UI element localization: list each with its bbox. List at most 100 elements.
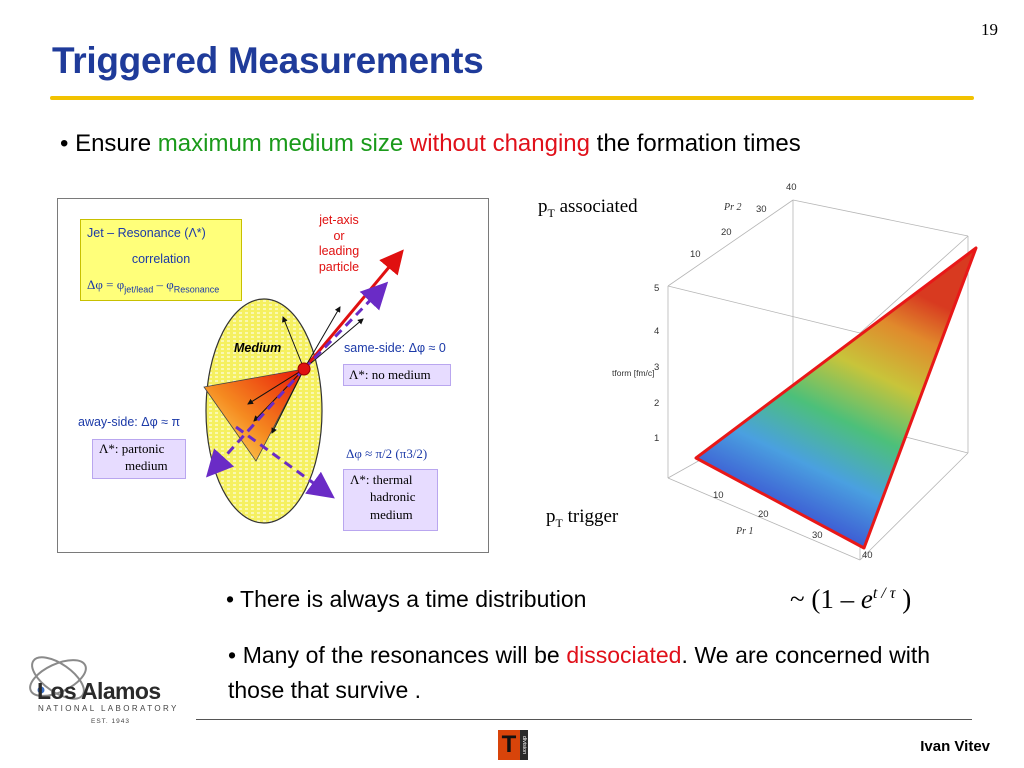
thermal-dashed-arrow xyxy=(235,425,335,499)
bottom-axis-ticks: 10 20 30 40 Pr 1 xyxy=(713,490,873,561)
label-part: trigger xyxy=(562,506,619,527)
lanl-logo xyxy=(29,656,87,700)
t-letter: T xyxy=(501,731,517,758)
time-distribution-formula: ~ (1 – et / τ ) xyxy=(790,584,911,615)
bullet-text: Many of the resonances will be xyxy=(242,642,560,668)
correlation-box: Jet – Resonance (Λ*) correlation Δφ = φj… xyxy=(80,219,242,301)
particle-track xyxy=(271,368,305,434)
same-side-dashed-arrow xyxy=(302,281,389,371)
jet-resonance-diagram: Jet – Resonance (Λ*) correlation Δφ = φj… xyxy=(57,198,489,553)
jet-axis-line: or xyxy=(333,228,345,243)
formula-part: ) xyxy=(895,584,912,614)
formula-exponent: t / τ xyxy=(872,585,896,602)
label-part: p xyxy=(546,506,556,527)
particle-track xyxy=(247,368,305,405)
jet-axis-line: leading xyxy=(318,244,360,259)
author-name: Ivan Vitev xyxy=(920,738,990,755)
tick-label: 10 xyxy=(713,490,724,501)
partonic-box: Λ*: partonic medium xyxy=(92,439,186,479)
jet-axis-line: jet-axis xyxy=(319,213,359,227)
same-side-label: same-side: Δφ ≈ 0 xyxy=(344,341,446,355)
pt1-axis-label: Pr 1 xyxy=(735,526,754,537)
diagram-graphics xyxy=(203,249,404,524)
collision-point xyxy=(297,362,311,376)
away-side-cone xyxy=(203,368,305,462)
away-side-dashed-arrow xyxy=(205,367,306,478)
thermal-line: medium xyxy=(370,506,413,522)
tick-label: 30 xyxy=(756,204,767,215)
label-part: p xyxy=(538,196,548,217)
thermal-box: Λ*: thermal hadronic medium xyxy=(343,469,438,531)
correlation-title: Jet – Resonance (Λ*) xyxy=(87,226,206,240)
thermal-angle-label: Δφ ≈ π/2 (π3/2) xyxy=(346,446,428,461)
away-side-label: away-side: Δφ ≈ π xyxy=(78,415,181,429)
formation-time-surface: 10 20 30 40 Pr 2 1 2 3 4 5 tform [fm/c] … xyxy=(612,182,978,561)
bullet-text: Ensure xyxy=(75,130,152,157)
t-division-logo: T division xyxy=(498,730,528,760)
partonic-line: Λ*: partonic xyxy=(99,441,165,456)
medium-label: Medium xyxy=(234,341,282,355)
bullet-dissociated: • Many of the resonances will be dissoci… xyxy=(228,638,930,708)
formula-part: – φ xyxy=(153,277,174,292)
no-medium-box: Λ*: no medium xyxy=(343,364,451,386)
surface-fill xyxy=(694,246,978,550)
highlight-red-text: dissociated xyxy=(566,642,682,668)
bullet-time-distribution: • There is always a time distribution xyxy=(226,586,586,613)
tick-label: 20 xyxy=(721,227,732,238)
formation-time-plot: 10 20 30 40 Pr 2 1 2 3 4 5 tform [fm/c] … xyxy=(598,168,998,573)
page-number: 19 xyxy=(981,20,998,39)
slide-title: Triggered Measurements xyxy=(52,40,484,81)
tick-label: 40 xyxy=(786,182,797,193)
bullet-text: the formation times xyxy=(596,130,801,157)
formula-part: ~ (1 – xyxy=(790,584,861,614)
top-axis-ticks: 10 20 30 40 Pr 2 xyxy=(690,182,797,260)
tick-label: 1 xyxy=(654,433,659,444)
label-subscript: T xyxy=(547,205,555,220)
logo-established: EST. 1943 xyxy=(91,718,130,725)
tick-label: 4 xyxy=(654,326,659,337)
jet-axis-line: particle xyxy=(318,259,360,274)
tick-label: 20 xyxy=(758,509,769,520)
pt-trigger-label: pT trigger xyxy=(546,506,618,531)
label-subscript: T xyxy=(555,515,563,530)
formula-subscript: Resonance xyxy=(173,284,220,295)
particle-track xyxy=(303,306,341,370)
thermal-text: Λ*: thermal hadronic medium xyxy=(350,471,415,523)
bullet-marker: • xyxy=(226,586,235,612)
pt-associated-label: pT associated xyxy=(538,196,638,221)
bullet-text: . We are concerned with those that survi… xyxy=(228,642,931,703)
bullet-marker: • xyxy=(228,642,237,668)
title-underline xyxy=(50,96,974,100)
tick-label: 30 xyxy=(812,530,823,541)
particle-track xyxy=(282,316,305,370)
formula-exp-base: e xyxy=(860,584,873,614)
highlight-red-text: without changing xyxy=(409,130,590,157)
correlation-subtitle: correlation xyxy=(131,252,191,266)
tick-label: 40 xyxy=(862,550,873,561)
bullet-ensure: • Ensure maximum medium size without cha… xyxy=(60,130,801,158)
tick-label: 5 xyxy=(654,283,659,294)
logo-wordmark: Los Alamos xyxy=(37,678,161,704)
partonic-line: medium xyxy=(125,457,168,473)
tform-axis-label: tform [fm/c] xyxy=(612,368,655,378)
formula-subscript: jet/lead xyxy=(124,284,154,295)
thermal-line: hadronic xyxy=(370,489,416,505)
jet-axis-label: jet-axis or leading particle xyxy=(304,213,374,276)
bullet-marker: • xyxy=(60,130,69,157)
tick-label: 2 xyxy=(654,398,659,409)
vertical-axis-ticks: 1 2 3 4 5 tform [fm/c] xyxy=(612,283,659,444)
particle-track xyxy=(303,318,364,370)
thermal-line: Λ*: thermal xyxy=(350,472,413,487)
pt2-axis-label: Pr 2 xyxy=(723,202,742,213)
jet-axis-arrow xyxy=(302,249,404,370)
highlight-green-text: maximum medium size xyxy=(157,130,404,157)
bullet-text: There is always a time distribution xyxy=(240,586,587,612)
division-text: division xyxy=(521,735,527,755)
partonic-text: Λ*: partonic medium xyxy=(99,441,168,475)
formula-part: Δφ = φ xyxy=(87,277,125,292)
label-part: associated xyxy=(554,196,638,217)
footer-divider xyxy=(196,719,972,720)
logo-subtitle: NATIONAL LABORATORY xyxy=(38,704,179,713)
correlation-formula: Δφ = φjet/lead – φResonance xyxy=(87,276,219,297)
tick-label: 3 xyxy=(654,362,659,373)
